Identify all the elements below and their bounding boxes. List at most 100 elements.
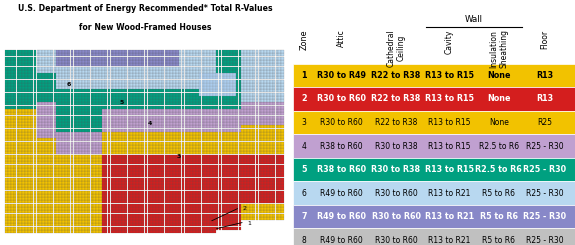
Bar bbox=[68, 115, 71, 119]
Bar bbox=[31, 70, 33, 73]
Bar bbox=[230, 53, 233, 56]
Bar bbox=[259, 60, 261, 63]
Bar bbox=[244, 102, 247, 105]
Bar bbox=[91, 223, 93, 226]
Bar bbox=[85, 89, 87, 92]
Bar bbox=[68, 220, 71, 223]
Bar bbox=[199, 207, 201, 210]
Bar bbox=[74, 187, 76, 190]
Bar bbox=[264, 145, 267, 148]
Bar bbox=[20, 138, 22, 141]
Bar bbox=[242, 89, 244, 92]
Bar bbox=[88, 63, 90, 66]
Bar bbox=[110, 187, 113, 190]
Bar bbox=[253, 102, 255, 105]
Bar bbox=[199, 171, 201, 174]
Bar bbox=[136, 178, 139, 181]
Bar bbox=[45, 57, 48, 60]
Bar bbox=[293, 87, 575, 111]
Bar bbox=[273, 50, 275, 53]
Bar bbox=[97, 50, 99, 53]
Bar bbox=[256, 129, 258, 132]
Bar bbox=[213, 106, 216, 109]
Bar bbox=[79, 220, 82, 223]
Bar bbox=[122, 178, 125, 181]
Bar bbox=[216, 142, 218, 145]
Bar bbox=[267, 178, 270, 181]
Bar bbox=[242, 80, 244, 83]
Bar bbox=[221, 142, 224, 145]
Bar bbox=[256, 161, 258, 164]
Bar bbox=[5, 86, 8, 89]
Bar bbox=[5, 145, 8, 148]
Bar bbox=[190, 164, 193, 168]
Bar bbox=[131, 145, 133, 148]
Bar bbox=[210, 151, 213, 154]
Bar bbox=[8, 57, 11, 60]
Bar bbox=[122, 70, 125, 73]
Bar bbox=[164, 230, 167, 233]
Bar bbox=[227, 115, 230, 119]
Bar bbox=[51, 132, 53, 135]
Bar bbox=[119, 227, 122, 230]
Bar bbox=[22, 142, 25, 145]
Bar bbox=[125, 112, 128, 115]
Bar bbox=[5, 158, 8, 161]
Bar bbox=[116, 168, 119, 171]
Bar bbox=[224, 207, 227, 210]
Bar bbox=[99, 63, 102, 66]
Bar bbox=[154, 151, 156, 154]
Bar bbox=[42, 83, 45, 86]
Bar bbox=[76, 217, 79, 220]
Bar bbox=[122, 93, 125, 96]
Bar bbox=[196, 227, 198, 230]
Bar bbox=[259, 106, 261, 109]
Bar bbox=[199, 230, 201, 233]
Bar bbox=[110, 76, 113, 79]
Bar bbox=[162, 96, 164, 99]
Bar bbox=[199, 70, 201, 73]
Bar bbox=[176, 227, 179, 230]
Bar bbox=[71, 197, 74, 200]
Bar bbox=[76, 57, 79, 60]
Bar bbox=[259, 83, 261, 86]
Bar bbox=[208, 171, 210, 174]
Bar bbox=[176, 93, 179, 96]
Bar bbox=[65, 158, 68, 161]
Bar bbox=[199, 187, 201, 190]
Bar bbox=[156, 207, 159, 210]
Bar bbox=[221, 132, 224, 135]
Bar bbox=[40, 86, 42, 89]
Bar bbox=[99, 83, 102, 86]
Bar bbox=[71, 171, 74, 174]
Bar bbox=[185, 60, 187, 63]
Bar bbox=[74, 174, 76, 177]
Bar bbox=[82, 197, 85, 200]
Bar bbox=[273, 145, 275, 148]
Bar bbox=[202, 50, 204, 53]
Bar bbox=[162, 125, 164, 128]
Bar bbox=[270, 174, 273, 177]
Bar bbox=[133, 96, 136, 99]
Bar bbox=[262, 217, 264, 220]
Bar bbox=[233, 86, 236, 89]
Bar bbox=[270, 115, 273, 119]
Bar bbox=[173, 142, 176, 145]
Bar bbox=[68, 66, 71, 70]
Bar bbox=[94, 119, 96, 122]
Bar bbox=[34, 145, 36, 148]
Bar bbox=[247, 60, 250, 63]
Bar bbox=[236, 60, 239, 63]
Bar bbox=[179, 217, 182, 220]
Bar bbox=[45, 96, 48, 99]
Bar bbox=[105, 194, 108, 197]
Bar bbox=[128, 89, 131, 92]
Bar bbox=[68, 161, 71, 164]
Bar bbox=[48, 161, 51, 164]
Bar bbox=[11, 187, 14, 190]
Bar bbox=[119, 191, 122, 194]
Bar bbox=[193, 106, 196, 109]
Bar bbox=[233, 73, 236, 76]
Bar bbox=[31, 119, 33, 122]
Bar bbox=[278, 142, 281, 145]
